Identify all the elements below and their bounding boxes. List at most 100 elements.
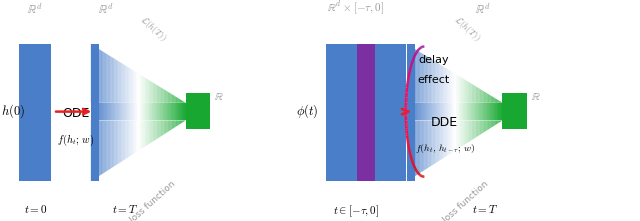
Polygon shape bbox=[140, 74, 141, 103]
Polygon shape bbox=[169, 120, 170, 131]
Polygon shape bbox=[98, 103, 99, 120]
Polygon shape bbox=[108, 55, 109, 103]
Polygon shape bbox=[463, 120, 464, 145]
Polygon shape bbox=[439, 64, 440, 103]
Polygon shape bbox=[437, 103, 438, 120]
Polygon shape bbox=[145, 78, 146, 103]
Polygon shape bbox=[128, 103, 129, 120]
Polygon shape bbox=[91, 120, 92, 181]
Polygon shape bbox=[412, 120, 413, 178]
Polygon shape bbox=[158, 86, 159, 103]
Polygon shape bbox=[447, 69, 449, 103]
Polygon shape bbox=[469, 103, 470, 120]
Polygon shape bbox=[180, 120, 181, 124]
Polygon shape bbox=[465, 103, 466, 120]
Polygon shape bbox=[426, 120, 427, 169]
Polygon shape bbox=[475, 103, 476, 120]
Polygon shape bbox=[148, 120, 149, 144]
Polygon shape bbox=[105, 120, 106, 172]
Polygon shape bbox=[140, 120, 141, 150]
Polygon shape bbox=[472, 103, 473, 120]
Polygon shape bbox=[137, 72, 138, 103]
Polygon shape bbox=[447, 103, 449, 120]
Polygon shape bbox=[142, 103, 143, 120]
Polygon shape bbox=[435, 103, 436, 120]
Polygon shape bbox=[117, 120, 118, 164]
Text: $\mathbb{R}^{d}$: $\mathbb{R}^{d}$ bbox=[98, 2, 113, 17]
Polygon shape bbox=[138, 120, 139, 151]
Bar bbox=[357, 44, 375, 181]
Polygon shape bbox=[436, 62, 437, 103]
Polygon shape bbox=[445, 103, 446, 120]
Polygon shape bbox=[177, 103, 178, 120]
Polygon shape bbox=[458, 103, 459, 120]
Polygon shape bbox=[162, 103, 163, 120]
Polygon shape bbox=[495, 120, 496, 125]
Polygon shape bbox=[180, 103, 181, 120]
Polygon shape bbox=[119, 62, 120, 103]
Polygon shape bbox=[465, 120, 466, 144]
Polygon shape bbox=[174, 103, 175, 120]
Polygon shape bbox=[424, 103, 426, 120]
Polygon shape bbox=[111, 120, 112, 168]
Polygon shape bbox=[122, 120, 124, 161]
Polygon shape bbox=[485, 92, 486, 103]
Polygon shape bbox=[117, 60, 118, 103]
Polygon shape bbox=[473, 120, 474, 139]
Polygon shape bbox=[185, 120, 186, 121]
Polygon shape bbox=[477, 103, 478, 120]
Polygon shape bbox=[92, 103, 93, 120]
Polygon shape bbox=[459, 103, 460, 120]
Polygon shape bbox=[141, 75, 142, 103]
Polygon shape bbox=[151, 103, 152, 120]
Polygon shape bbox=[485, 103, 486, 120]
Polygon shape bbox=[164, 120, 165, 134]
Polygon shape bbox=[163, 89, 164, 103]
Polygon shape bbox=[154, 120, 155, 141]
Polygon shape bbox=[150, 81, 151, 103]
Polygon shape bbox=[171, 103, 172, 120]
Polygon shape bbox=[418, 51, 419, 103]
Polygon shape bbox=[495, 98, 496, 103]
Polygon shape bbox=[431, 59, 433, 103]
Polygon shape bbox=[136, 72, 137, 103]
Polygon shape bbox=[174, 95, 175, 103]
Polygon shape bbox=[446, 103, 447, 120]
Polygon shape bbox=[182, 103, 183, 120]
Polygon shape bbox=[463, 79, 464, 103]
Polygon shape bbox=[486, 93, 487, 103]
Polygon shape bbox=[420, 120, 421, 173]
Polygon shape bbox=[118, 103, 119, 120]
Polygon shape bbox=[102, 103, 104, 120]
Polygon shape bbox=[416, 103, 417, 120]
Polygon shape bbox=[499, 120, 500, 122]
Polygon shape bbox=[480, 103, 481, 120]
Text: $\mathcal{L}(h(T))$: $\mathcal{L}(h(T))$ bbox=[451, 13, 483, 44]
Polygon shape bbox=[476, 120, 477, 137]
Polygon shape bbox=[429, 58, 430, 103]
Polygon shape bbox=[112, 57, 113, 103]
Polygon shape bbox=[454, 103, 455, 120]
Polygon shape bbox=[464, 79, 465, 103]
Polygon shape bbox=[424, 55, 426, 103]
Polygon shape bbox=[104, 53, 105, 103]
Polygon shape bbox=[462, 103, 463, 120]
Polygon shape bbox=[173, 120, 174, 129]
Polygon shape bbox=[412, 47, 413, 103]
Polygon shape bbox=[94, 46, 95, 103]
Polygon shape bbox=[429, 103, 430, 120]
Polygon shape bbox=[426, 103, 427, 120]
Polygon shape bbox=[476, 87, 477, 103]
Polygon shape bbox=[411, 103, 412, 120]
Polygon shape bbox=[466, 80, 467, 103]
Polygon shape bbox=[102, 51, 104, 103]
Polygon shape bbox=[176, 97, 177, 103]
Polygon shape bbox=[109, 120, 110, 170]
Polygon shape bbox=[100, 103, 101, 120]
Polygon shape bbox=[125, 66, 127, 103]
Polygon shape bbox=[426, 56, 427, 103]
Polygon shape bbox=[169, 103, 170, 120]
Polygon shape bbox=[108, 103, 109, 120]
Polygon shape bbox=[445, 120, 446, 157]
Polygon shape bbox=[105, 103, 106, 120]
